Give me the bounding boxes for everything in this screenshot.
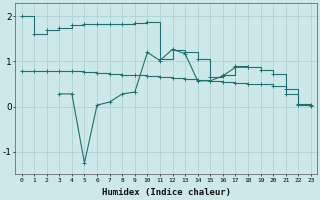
X-axis label: Humidex (Indice chaleur): Humidex (Indice chaleur) [102, 188, 231, 197]
